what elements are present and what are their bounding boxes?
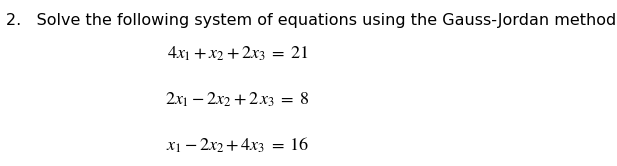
Text: $2x_1 - 2x_2 + 2\,x_3 \;=\; 8$: $2x_1 - 2x_2 + 2\,x_3 \;=\; 8$ (165, 90, 310, 109)
Text: 2.   Solve the following system of equations using the Gauss-Jordan method.: 2. Solve the following system of equatio… (6, 13, 617, 28)
Text: $x_1 - 2x_2 + 4x_3 \;=\; 16$: $x_1 - 2x_2 + 4x_3 \;=\; 16$ (166, 135, 309, 155)
Text: $4x_1 + x_2 + 2x_3 \;=\; 21$: $4x_1 + x_2 + 2x_3 \;=\; 21$ (167, 44, 308, 63)
